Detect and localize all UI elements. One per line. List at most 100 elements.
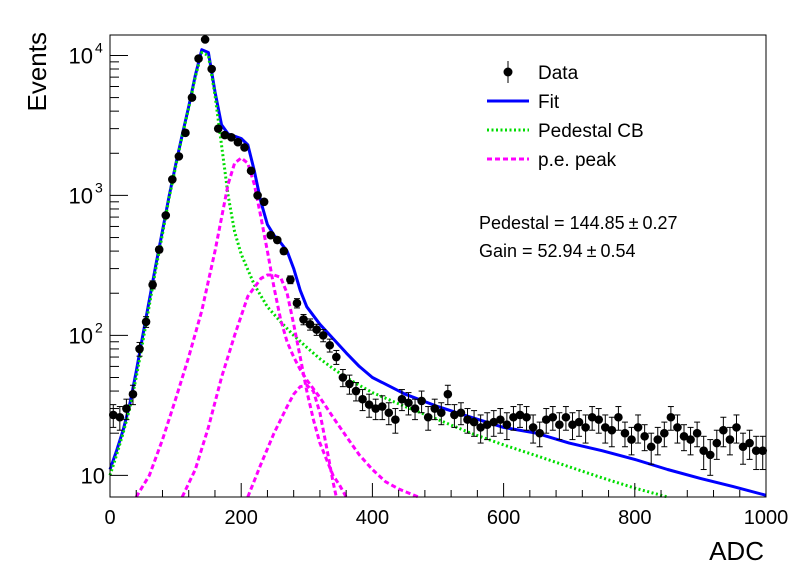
data-point: [705, 450, 715, 460]
data-point: [200, 35, 210, 44]
legend-label: p.e. peak: [538, 150, 617, 171]
annotation-pm: ±: [587, 241, 597, 261]
data-point: [555, 420, 564, 429]
data-point: [423, 412, 433, 422]
data-point: [325, 340, 335, 350]
data-point: [417, 396, 426, 406]
annotation-text: Pedestal = 144.85: [479, 213, 625, 233]
data-point: [279, 246, 289, 256]
data-point: [587, 412, 597, 422]
y-tick-exponent: 3: [95, 179, 103, 195]
x-tick-label: 800: [618, 507, 651, 529]
data-point: [482, 420, 492, 429]
data-point: [646, 442, 656, 452]
data-point: [679, 432, 689, 441]
data-point: [568, 420, 577, 429]
plot-frame: [109, 34, 767, 498]
data-point: [528, 423, 538, 432]
x-tick-label: 400: [356, 507, 389, 529]
data-point: [272, 235, 282, 245]
data-point: [751, 446, 761, 455]
legend-marker: [503, 67, 513, 77]
data-point: [128, 389, 138, 399]
data-point: [377, 402, 387, 411]
annotation-error: 0.54: [600, 241, 635, 261]
data-point: [266, 230, 276, 240]
data-point: [509, 412, 518, 422]
data-point: [574, 417, 584, 427]
data-point: [614, 412, 623, 422]
data-point: [233, 137, 243, 147]
y-tick-exponent: 4: [95, 39, 103, 55]
data-point: [286, 275, 295, 284]
data-point: [108, 410, 118, 420]
data-point: [345, 379, 354, 389]
y-tick-label: 10: [81, 463, 105, 488]
y-tick-label: 10: [69, 43, 93, 68]
x-axis-label: ADC: [709, 536, 764, 566]
pe-peak-curve: [246, 383, 338, 498]
fit-annotation: Pedestal = 144.85 ±0.27: [479, 213, 678, 233]
data-point: [253, 191, 262, 200]
data-point: [699, 446, 708, 455]
data-point: [725, 435, 735, 444]
data-point: [187, 93, 197, 102]
data-point: [338, 373, 348, 382]
x-axis: 0 200 400 600 800 1000: [104, 483, 788, 529]
annotation-error: 0.27: [643, 213, 678, 233]
data-point: [161, 211, 171, 220]
data-points: [108, 35, 768, 476]
data-point: [397, 394, 407, 404]
data-point: [758, 446, 768, 455]
data-point: [259, 197, 269, 207]
annotation-pm: ±: [629, 213, 639, 233]
data-point: [181, 128, 190, 138]
data-point: [358, 394, 367, 404]
data-point: [122, 404, 131, 413]
data-point: [541, 415, 551, 424]
data-point: [561, 412, 571, 422]
data-point: [292, 298, 302, 308]
data-point: [430, 404, 440, 413]
data-point: [174, 152, 184, 161]
data-point: [318, 331, 328, 340]
data-point: [404, 398, 413, 408]
y-tick-label: 10: [69, 183, 93, 208]
data-point: [653, 435, 663, 444]
legend-label: Fit: [538, 92, 560, 113]
data-point: [712, 438, 722, 448]
data-point: [168, 175, 177, 184]
legend-label: Data: [538, 63, 579, 84]
y-tick-exponent: 2: [95, 319, 103, 335]
data-point: [627, 435, 636, 444]
data-point: [299, 315, 308, 324]
data-point: [496, 415, 505, 424]
data-point: [351, 386, 361, 396]
data-point: [732, 423, 741, 432]
fit-annotation: Gain = 52.94 ±0.54: [479, 241, 636, 261]
x-tick-label: 200: [225, 507, 258, 529]
data-point: [220, 130, 230, 140]
data-point: [686, 435, 695, 444]
data-point: [364, 400, 374, 409]
data-point: [436, 408, 446, 418]
data-point: [312, 325, 321, 334]
data-point: [673, 423, 682, 432]
data-point: [154, 245, 164, 254]
data-point: [745, 438, 754, 448]
data-point: [600, 423, 610, 432]
data-point: [640, 432, 649, 441]
data-point: [450, 410, 459, 420]
data-point: [246, 166, 256, 176]
data-point: [594, 415, 604, 424]
data-point: [391, 415, 400, 424]
data-point: [207, 64, 216, 74]
pe-peak-curve: [134, 156, 419, 499]
data-point: [515, 410, 525, 420]
data-point: [456, 408, 466, 418]
data-point: [522, 412, 531, 422]
data-point: [469, 417, 479, 427]
data-point: [692, 428, 702, 438]
